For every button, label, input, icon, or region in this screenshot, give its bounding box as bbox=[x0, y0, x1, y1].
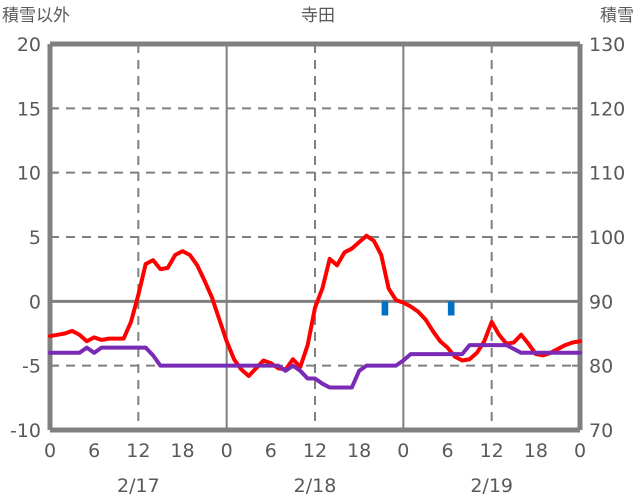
left-tick-label: 20 bbox=[17, 34, 41, 56]
right-axis-tick-labels: 130 120 110 100 90 80 70 bbox=[589, 34, 625, 442]
x-tick-label: 18 bbox=[347, 440, 371, 462]
left-tick-label: 5 bbox=[29, 227, 41, 249]
date-label: 2/18 bbox=[294, 475, 337, 497]
right-tick-label: 130 bbox=[589, 34, 625, 56]
right-tick-label: 100 bbox=[589, 227, 625, 249]
left-tick-label: 15 bbox=[17, 98, 41, 120]
left-axis-tick-labels: 20 15 10 5 0 -5 -10 bbox=[10, 34, 41, 442]
x-tick-label: 0 bbox=[397, 440, 409, 462]
x-tick-label: 6 bbox=[88, 440, 100, 462]
x-tick-label: 12 bbox=[303, 440, 327, 462]
x-tick-label: 18 bbox=[524, 440, 548, 462]
date-label: 2/19 bbox=[470, 475, 513, 497]
right-tick-label: 90 bbox=[589, 291, 613, 313]
axis-ticks bbox=[50, 43, 580, 431]
right-tick-label: 70 bbox=[589, 420, 613, 442]
x-tick-label: 0 bbox=[574, 440, 586, 462]
x-tick-label: 6 bbox=[441, 440, 453, 462]
x-tick-label: 18 bbox=[170, 440, 194, 462]
precipitation-bars bbox=[381, 301, 455, 316]
x-tick-label: 6 bbox=[265, 440, 277, 462]
x-tick-label: 12 bbox=[126, 440, 150, 462]
left-tick-label: -10 bbox=[10, 420, 41, 442]
left-tick-label: 0 bbox=[29, 291, 41, 313]
date-labels: 2/17 2/18 2/19 bbox=[117, 475, 513, 497]
x-tick-label: 0 bbox=[221, 440, 233, 462]
right-tick-label: 110 bbox=[589, 163, 625, 185]
date-label: 2/17 bbox=[117, 475, 160, 497]
x-axis-tick-labels: 0 6 12 18 0 6 12 18 0 6 12 18 0 bbox=[44, 440, 586, 462]
chart-title: 寺田 bbox=[301, 6, 335, 26]
left-tick-label: -5 bbox=[22, 356, 41, 378]
x-tick-label: 0 bbox=[44, 440, 56, 462]
left-axis-title: 積雪以外 bbox=[2, 6, 70, 26]
left-tick-label: 10 bbox=[17, 163, 41, 185]
right-tick-label: 120 bbox=[589, 98, 625, 120]
series-lines bbox=[48, 233, 582, 390]
right-axis-title: 積雪 bbox=[600, 6, 634, 26]
x-tick-label: 12 bbox=[480, 440, 504, 462]
grid-lines bbox=[50, 44, 580, 430]
right-tick-label: 80 bbox=[589, 356, 613, 378]
